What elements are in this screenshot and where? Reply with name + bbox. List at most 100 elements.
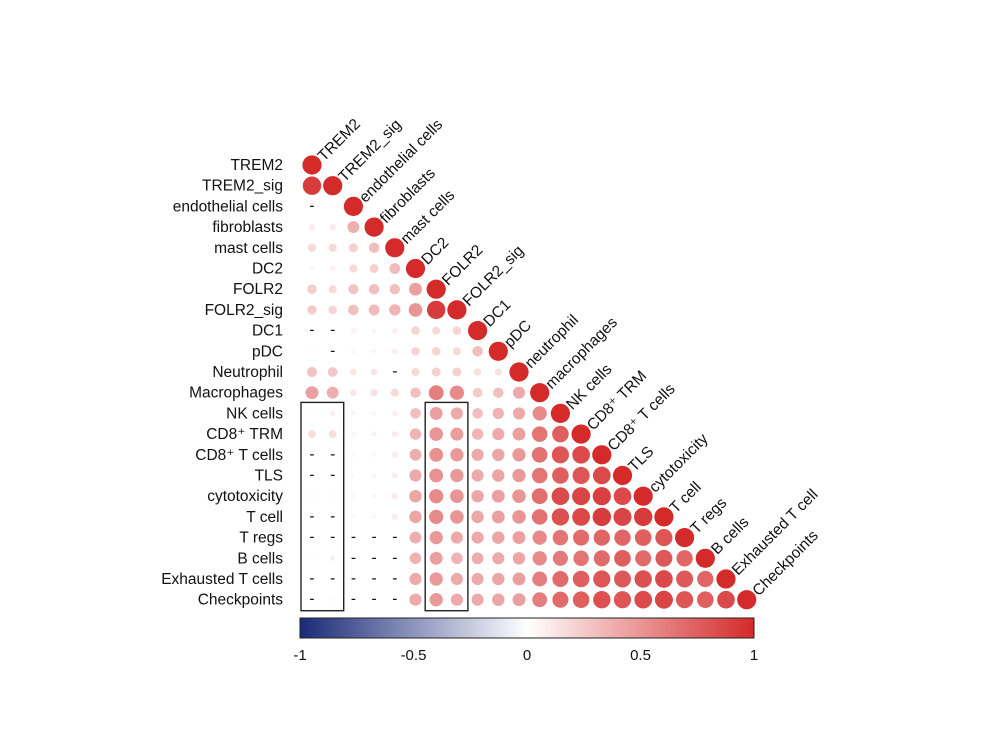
correlation-dot — [531, 509, 548, 525]
correlation-dot — [368, 283, 380, 295]
correlation-dot — [409, 531, 422, 544]
colorbar-tick-label: 0 — [523, 647, 531, 664]
correlation-dot — [409, 428, 422, 440]
correlation-dot — [351, 494, 356, 499]
correlation-dot — [592, 507, 612, 527]
correlation-dot — [389, 263, 401, 274]
correlation-dot — [371, 349, 377, 354]
correlation-dot — [411, 326, 420, 335]
row-label-dc1: DC1 — [252, 323, 283, 340]
correlation-dot — [492, 572, 505, 586]
correlation-dot — [328, 285, 337, 294]
correlation-dot — [392, 410, 398, 417]
row-label-exhausted-t-cells: Exhausted T cells — [161, 571, 283, 588]
correlation-dot — [307, 243, 317, 252]
correlation-dot — [613, 591, 632, 609]
correlation-dot — [429, 509, 444, 525]
null-marker: - — [330, 342, 335, 359]
row-label-b-cells: B cells — [237, 550, 283, 567]
correlation-dot — [551, 487, 570, 506]
correlation-dot — [676, 570, 694, 588]
correlation-dot — [408, 303, 423, 317]
correlation-dot — [328, 243, 337, 252]
null-marker: - — [330, 322, 335, 339]
correlation-dot — [471, 510, 484, 524]
correlation-dot — [531, 426, 548, 442]
correlation-dot — [492, 593, 505, 606]
null-marker: - — [392, 363, 397, 380]
correlation-dot — [492, 531, 505, 544]
correlation-dot — [471, 572, 484, 586]
correlation-dot — [348, 284, 359, 295]
correlation-dot — [409, 572, 422, 586]
correlation-dot — [411, 347, 420, 356]
null-marker: - — [351, 570, 356, 587]
correlation-dot — [654, 590, 673, 609]
correlation-dot — [492, 469, 505, 482]
correlation-dot — [450, 510, 464, 524]
correlation-dot — [364, 217, 384, 237]
row-label-t-cell: T cell — [246, 509, 283, 526]
correlation-dot — [308, 224, 316, 231]
correlation-dot — [371, 514, 377, 520]
correlation-dot — [431, 347, 441, 356]
correlation-dot — [329, 224, 336, 231]
correlation-dot — [512, 552, 526, 565]
diagonal-label-t-cell: T cell — [667, 479, 705, 517]
correlation-dot — [512, 386, 526, 399]
row-label-mast-cells: mast cells — [214, 240, 283, 257]
correlation-dot — [310, 411, 314, 416]
correlation-dot — [634, 590, 653, 609]
correlation-dot — [351, 514, 356, 519]
null-marker: - — [372, 529, 377, 546]
correlation-dot — [331, 494, 335, 498]
row-label-folr2: FOLR2 — [233, 281, 283, 298]
correlation-dot — [348, 243, 358, 253]
correlation-dot — [572, 570, 590, 588]
correlation-dot — [392, 348, 398, 355]
correlation-dot — [492, 552, 505, 565]
correlation-dot — [351, 349, 356, 354]
correlation-dot — [370, 368, 378, 376]
correlation-dot — [329, 410, 336, 417]
correlation-dot — [371, 328, 377, 333]
correlation-dot — [612, 465, 633, 486]
correlation-dot — [633, 486, 653, 506]
correlation-dot — [326, 386, 339, 399]
null-marker: - — [309, 591, 314, 608]
row-label-fibroblasts: fibroblasts — [212, 219, 283, 236]
correlation-dot — [347, 221, 360, 234]
correlation-dot — [331, 204, 335, 209]
correlation-dot — [697, 570, 714, 588]
correlation-dot — [368, 242, 380, 254]
null-marker: - — [351, 549, 356, 566]
correlation-dot — [391, 451, 398, 458]
colorbar-gradient — [299, 617, 755, 639]
correlation-dot — [409, 489, 422, 503]
correlation-dot — [592, 466, 611, 485]
correlation-dot — [449, 385, 465, 400]
correlation-dot — [550, 403, 571, 423]
highlight-box-group — [300, 401, 469, 612]
correlation-dot — [428, 385, 444, 401]
correlation-dot — [426, 279, 446, 299]
correlation-dot — [350, 368, 357, 376]
correlation-dot — [512, 572, 526, 586]
null-marker: - — [330, 446, 335, 463]
correlation-dot — [409, 282, 422, 296]
correlation-dot — [572, 445, 590, 464]
correlation-dot — [491, 489, 505, 503]
null-marker: - — [309, 446, 314, 463]
correlation-dot — [369, 264, 379, 273]
correlation-dot — [429, 468, 444, 483]
diagonal-label-cytotoxicity: cytotoxicity — [646, 430, 712, 496]
correlation-dot — [391, 431, 398, 438]
correlation-dot — [410, 387, 421, 398]
correlation-dot — [695, 548, 715, 568]
correlation-dot — [512, 510, 526, 524]
correlation-dot — [614, 549, 631, 567]
correlation-dot — [351, 452, 356, 457]
row-label-nk-cells: NK cells — [226, 405, 283, 422]
correlation-dot — [309, 266, 315, 271]
correlation-dot — [307, 305, 317, 315]
